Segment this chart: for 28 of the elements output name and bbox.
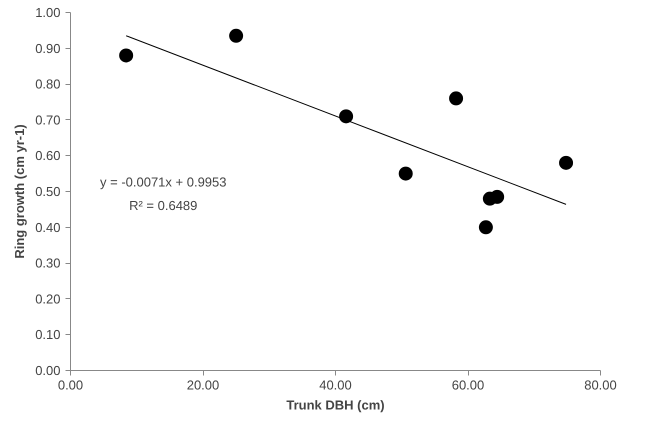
x-tick-label: 40.00 (319, 378, 352, 392)
y-tick-label: 0.70 (35, 112, 61, 128)
point (490, 190, 504, 204)
y-tick-label: 0.00 (35, 363, 61, 378)
y-tick-label: 0.60 (35, 148, 61, 164)
y-tick-label: 0.50 (35, 184, 61, 199)
annotation: y = -0.0071x + 0.9953 (100, 174, 226, 190)
x-axis-title: Trunk DBH (cm) (286, 398, 385, 412)
point (398, 166, 413, 181)
annotation: R² = 0.6489 (129, 198, 198, 213)
x-tick-label: 20.00 (186, 378, 220, 392)
point (559, 156, 574, 170)
x-tick-label: 60.00 (452, 378, 484, 392)
y-tick-label: 0.30 (35, 256, 61, 271)
y-tick-label: 0.20 (35, 291, 61, 306)
point (478, 220, 493, 234)
point (119, 48, 134, 62)
y-tick-label: 0.10 (35, 327, 61, 342)
y-tick-label: 0.40 (35, 220, 61, 235)
point (449, 91, 464, 106)
y-tick-label: 0.90 (35, 40, 61, 56)
y-tick-label: 1.00 (35, 5, 61, 20)
y-tick-label: 0.80 (35, 76, 61, 92)
x-tick-label: 80.00 (584, 378, 617, 392)
point (339, 109, 354, 124)
point (229, 28, 244, 43)
y-axis-title: Ring growth (cm yr-1) (12, 124, 28, 259)
x-tick-label: 0.00 (58, 378, 84, 392)
